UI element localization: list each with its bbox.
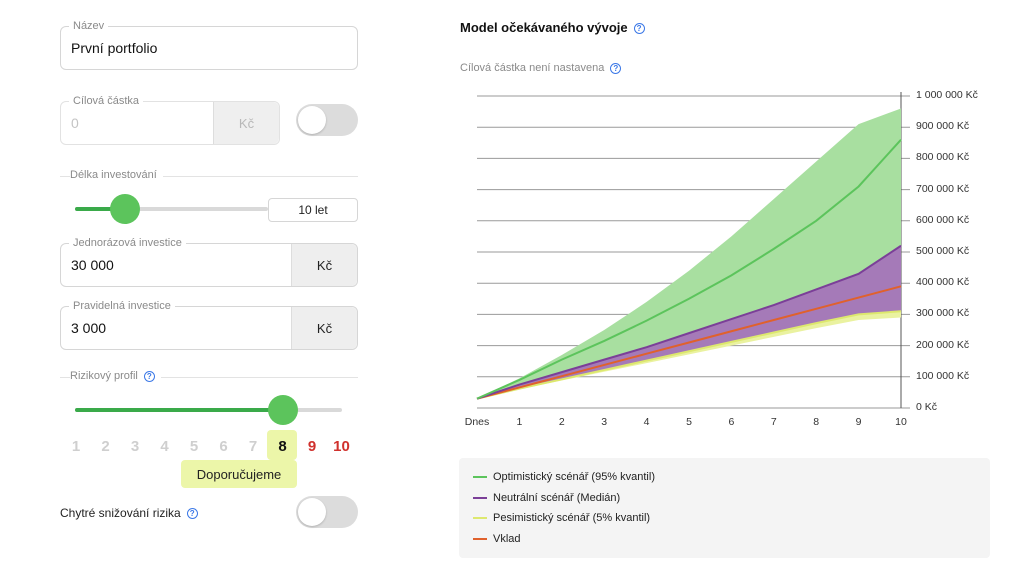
x-tick-label: 6 xyxy=(728,416,735,428)
target-amount-unit: Kč xyxy=(213,102,279,144)
y-tick-label: 700 000 Kč xyxy=(916,182,970,195)
y-tick-label: 600 000 Kč xyxy=(916,213,970,226)
legend-swatch xyxy=(473,537,487,540)
duration-slider-handle[interactable] xyxy=(110,194,140,224)
target-amount-value: 0 xyxy=(71,115,79,131)
divider xyxy=(60,176,358,177)
risk-selected-highlight xyxy=(267,430,297,460)
chart-subtitle-text: Cílová částka není nastavena xyxy=(460,62,605,74)
smart-risk-toggle[interactable] xyxy=(296,496,358,528)
risk-level-2[interactable]: 2 xyxy=(101,438,110,455)
legend-label: Neutrální scénář (Medián) xyxy=(493,491,621,504)
smart-risk-label: Chytré snižování rizika? xyxy=(60,506,198,520)
smart-risk-label-text: Chytré snižování rizika xyxy=(60,506,181,520)
risk-level-3[interactable]: 3 xyxy=(130,438,140,455)
risk-profile-label-text: Rizikový profil xyxy=(70,370,138,382)
risk-level-8[interactable]: 8 xyxy=(278,438,287,455)
neutral-band xyxy=(477,245,901,399)
regular-investment-label: Pravidelná investice xyxy=(69,299,175,313)
pessimistic-line xyxy=(476,310,902,400)
duration-slider-fill xyxy=(75,207,125,211)
toggle-knob xyxy=(298,106,326,134)
regular-investment-value[interactable]: 3 000 xyxy=(71,320,107,336)
regular-investment-unit: Kč xyxy=(291,307,357,349)
chart-title: Model očekávaného vývoje? xyxy=(460,20,645,35)
risk-profile-label: Rizikový profil? xyxy=(70,370,161,382)
x-tick-label: 9 xyxy=(855,416,862,428)
portfolio-name-field[interactable]: Název První portfolio xyxy=(60,19,358,70)
y-tick-label: 0 Kč xyxy=(916,401,938,413)
legend-item: Neutrální scénář (Medián) xyxy=(473,492,620,504)
pessimistic-band xyxy=(477,311,901,399)
legend-item: Vklad xyxy=(473,533,521,545)
toggle-knob xyxy=(298,498,326,526)
lump-sum-field[interactable]: Jednorázová investice 30 000 Kč xyxy=(60,236,358,287)
chart-subtitle: Cílová částka není nastavena? xyxy=(460,62,622,74)
x-tick-label: 8 xyxy=(813,416,820,428)
x-tick-label: 4 xyxy=(643,416,650,428)
x-tick-label: 1 xyxy=(516,416,523,428)
lump-sum-unit: Kč xyxy=(291,244,357,286)
portfolio-name-value[interactable]: První portfolio xyxy=(71,40,158,56)
help-icon[interactable]: ? xyxy=(633,23,645,35)
legend-item: Pesimistický scénář (5% kvantil) xyxy=(473,512,650,524)
target-amount-field: Cílová částka 0 Kč xyxy=(60,94,280,145)
optimistic-band xyxy=(477,108,901,399)
target-amount-label: Cílová částka xyxy=(69,94,144,108)
help-icon[interactable]: ? xyxy=(610,62,622,74)
risk-level-10[interactable]: 10 xyxy=(333,438,350,455)
y-tick-label: 400 000 Kč xyxy=(916,276,970,289)
target-amount-toggle[interactable] xyxy=(296,104,358,136)
risk-level-7[interactable]: 7 xyxy=(248,438,258,455)
legend-label: Vklad xyxy=(493,532,521,545)
legend-swatch xyxy=(473,496,487,499)
help-icon[interactable]: ? xyxy=(186,508,198,520)
duration-value-box[interactable]: 10 let xyxy=(268,198,358,222)
risk-level-1[interactable]: 1 xyxy=(71,438,81,455)
y-tick-label: 200 000 Kč xyxy=(916,338,970,351)
optimistic-line xyxy=(476,139,902,400)
legend-item: Optimistický scénář (95% kvantil) xyxy=(473,471,655,483)
neutral-line xyxy=(476,244,902,400)
y-tick-label: 300 000 Kč xyxy=(916,307,970,320)
x-tick-label: 10 xyxy=(895,416,907,428)
help-icon[interactable]: ? xyxy=(143,370,155,382)
legend-swatch xyxy=(473,517,487,519)
legend-swatch xyxy=(473,476,487,478)
risk-slider-handle[interactable] xyxy=(268,395,298,425)
lump-sum-label: Jednorázová investice xyxy=(69,236,186,250)
x-tick-label: 5 xyxy=(686,416,692,428)
x-tick-label: 3 xyxy=(601,416,608,428)
portfolio-name-label: Název xyxy=(69,19,109,33)
recommended-badge: Doporučujeme xyxy=(181,460,297,488)
duration-slider-track[interactable] xyxy=(75,207,268,211)
deposit-line xyxy=(476,285,902,400)
x-tick-label: Dnes xyxy=(464,416,490,428)
y-tick-label: 1 000 000 Kč xyxy=(916,89,978,101)
risk-level-5[interactable]: 5 xyxy=(189,438,199,455)
y-tick-label: 900 000 Kč xyxy=(916,120,970,133)
chart-legend: Optimistický scénář (95% kvantil) Neutrál… xyxy=(459,458,990,558)
divider xyxy=(60,377,358,378)
regular-investment-field[interactable]: Pravidelná investice 3 000 Kč xyxy=(60,299,358,350)
risk-slider-fill xyxy=(75,408,283,412)
legend-label: Pesimistický scénář (5% kvantil) xyxy=(493,512,651,524)
risk-level-9[interactable]: 9 xyxy=(307,438,317,455)
duration-label: Délka investování xyxy=(70,169,163,181)
y-tick-label: 100 000 Kč xyxy=(916,369,970,382)
lump-sum-value[interactable]: 30 000 xyxy=(71,257,114,273)
chart-title-text: Model očekávaného vývoje xyxy=(460,20,628,35)
y-tick-label: 800 000 Kč xyxy=(916,151,970,164)
y-tick-label: 500 000 Kč xyxy=(916,245,970,257)
x-tick-label: 7 xyxy=(770,416,777,428)
legend-label: Optimistický scénář (95% kvantil) xyxy=(493,471,655,483)
risk-level-6[interactable]: 6 xyxy=(219,438,228,455)
x-tick-label: 2 xyxy=(558,416,565,428)
risk-level-4[interactable]: 4 xyxy=(160,438,169,455)
